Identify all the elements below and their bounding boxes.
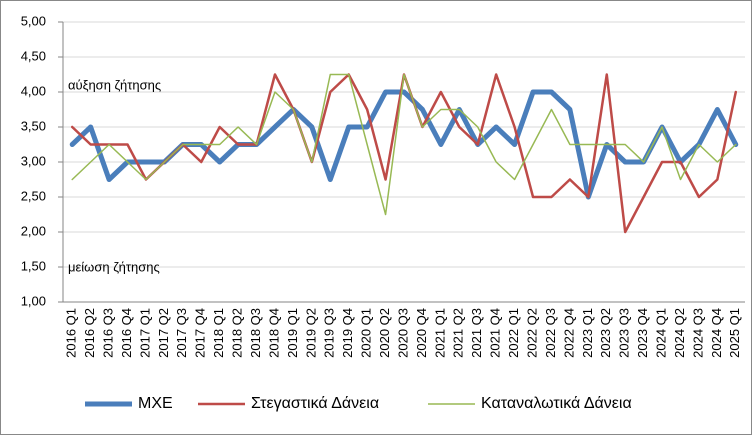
x-tick-label: 2020 Q1	[359, 308, 374, 358]
x-tick-label: 2016 Q4	[119, 308, 134, 358]
y-tick-label: 2,50	[21, 188, 46, 203]
x-tick-label: 2022 Q2	[524, 308, 539, 358]
x-tick-label: 2021 Q4	[488, 308, 503, 358]
y-tick-label: 1,00	[21, 293, 46, 308]
x-tick-label: 2019 Q1	[285, 308, 300, 358]
y-tick-label: 4,00	[21, 83, 46, 98]
annotation: αύξηση ζήτησης	[68, 77, 161, 92]
x-tick-label: 2017 Q3	[174, 308, 189, 358]
x-tick-label: 2021 Q3	[469, 308, 484, 358]
grid: 1,00 1,50 2,00 2,50 3,00 3,50 4,00 4,50 5,00 2016…	[21, 13, 745, 358]
y-tick-label: 3,50	[21, 118, 46, 133]
x-tick-label: 2017 Q1	[137, 308, 152, 358]
x-tick-label: 2017 Q4	[193, 308, 208, 358]
x-tick-label: 2018 Q2	[230, 308, 245, 358]
x-tick-label: 2018 Q4	[266, 308, 281, 358]
x-tick-label: 2025 Q1	[727, 308, 742, 358]
x-tick-label: 2019 Q2	[303, 308, 318, 358]
x-tick-label: 2016 Q1	[64, 308, 79, 358]
x-tick-label: 2024 Q2	[672, 308, 687, 358]
legend: ΜΧΕ Στεγαστικά Δάνεια Καταναλωτικά Δάνεια	[85, 395, 632, 412]
series-line	[71, 73, 737, 216]
x-tick-label: 2023 Q2	[598, 308, 613, 358]
legend-label: Καταναλωτικά Δάνεια	[481, 395, 632, 412]
x-tick-label: 2018 Q3	[248, 308, 263, 358]
y-tick-label: 3,00	[21, 153, 46, 168]
x-tick-label: 2023 Q4	[635, 308, 650, 358]
plot-lines	[69, 73, 739, 234]
annotation: μείωση ζήτησης	[68, 259, 160, 274]
y-tick-label: 4,50	[21, 48, 46, 63]
y-tick-label: 1,50	[21, 258, 46, 273]
x-tick-label: 2022 Q4	[561, 308, 576, 358]
x-tick-label: 2016 Q3	[101, 308, 116, 358]
legend-label: Στεγαστικά Δάνεια	[251, 395, 379, 412]
x-tick-label: 2023 Q1	[580, 308, 595, 358]
x-tick-label: 2019 Q4	[340, 308, 355, 358]
y-tick-label: 2,00	[21, 223, 46, 238]
x-tick-label: 2021 Q2	[451, 308, 466, 358]
x-tick-label: 2018 Q1	[211, 308, 226, 358]
y-tick-label: 5,00	[21, 13, 46, 28]
x-tick-label: 2020 Q4	[414, 308, 429, 358]
x-tick-label: 2017 Q2	[156, 308, 171, 358]
x-tick-label: 2019 Q3	[322, 308, 337, 358]
x-tick-label: 2016 Q2	[82, 308, 97, 358]
x-tick-label: 2024 Q1	[653, 308, 668, 358]
x-tick-label: 2020 Q2	[377, 308, 392, 358]
x-tick-label: 2021 Q1	[432, 308, 447, 358]
x-tick-label: 2022 Q1	[506, 308, 521, 358]
x-tick-label: 2023 Q3	[617, 308, 632, 358]
x-tick-label: 2024 Q3	[690, 308, 705, 358]
x-tick-label: 2020 Q3	[395, 308, 410, 358]
legend-label: ΜΧΕ	[138, 395, 173, 412]
x-tick-label: 2024 Q4	[709, 308, 724, 358]
x-tick-label: 2022 Q3	[543, 308, 558, 358]
